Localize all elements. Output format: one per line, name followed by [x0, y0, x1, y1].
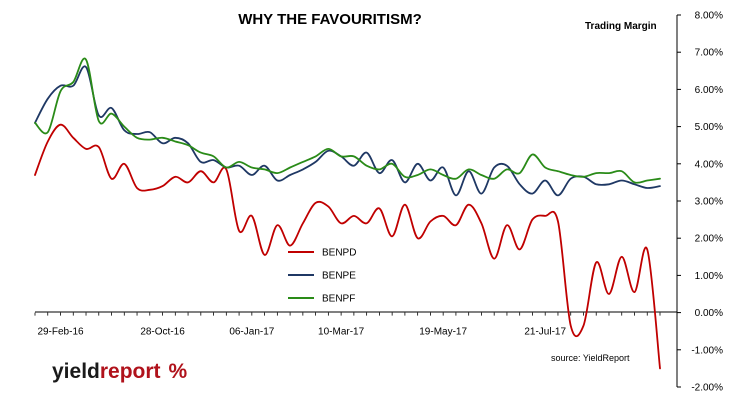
y-tick-label: 7.00% — [695, 48, 723, 59]
y-tick-label: 3.00% — [695, 197, 723, 208]
x-tick-label: 19-May-17 — [419, 327, 467, 338]
series-line-benpf — [34, 57, 661, 184]
chart-title: WHY THE FAVOURITISM? — [238, 11, 422, 28]
series-line-benpd — [34, 123, 661, 370]
x-tick-label: 21-Jul-17 — [524, 327, 566, 338]
y-tick-label: 1.00% — [695, 271, 723, 282]
legend-label-benpf: BENPF — [322, 294, 355, 305]
series-line-benpe — [34, 65, 661, 197]
y-tick-label: -2.00% — [691, 383, 723, 394]
y-tick-label: 0.00% — [695, 308, 723, 319]
logo-word-yield: yield — [52, 360, 100, 383]
x-tick-label: 10-Mar-17 — [318, 327, 365, 338]
y-axis-ticks: 8.00% 7.00% 6.00% 5.00% 4.00% 3.00% 2.00% 1.00%… — [677, 11, 723, 394]
legend-label-benpe: BENPE — [322, 271, 356, 282]
y-tick-label: 2.00% — [695, 234, 723, 245]
x-tick-label: 06-Jan-17 — [229, 327, 274, 338]
yieldreport-logo: yieldreport% — [52, 360, 188, 383]
x-axis-ticks: 29-Feb-16 28-Oct-16 06-Jan-17 10-Mar-17 19-M… — [34, 312, 661, 338]
x-tick-label: 29-Feb-16 — [37, 327, 84, 338]
source-label: source: YieldReport — [551, 353, 630, 363]
y-tick-label: 8.00% — [695, 11, 723, 22]
series-lines — [34, 57, 661, 370]
x-tick-label: 28-Oct-16 — [140, 327, 185, 338]
y-tick-label: 4.00% — [695, 159, 723, 170]
logo-word-report: report — [100, 360, 161, 383]
y-axis-title: Trading Margin — [585, 21, 657, 32]
legend: BENPD BENPE BENPF — [288, 248, 356, 305]
y-tick-label: 6.00% — [695, 85, 723, 96]
y-tick-label: -1.00% — [691, 345, 723, 356]
legend-label-benpd: BENPD — [322, 248, 356, 259]
y-tick-label: 5.00% — [695, 122, 723, 133]
logo-percent-symbol: % — [169, 360, 188, 383]
